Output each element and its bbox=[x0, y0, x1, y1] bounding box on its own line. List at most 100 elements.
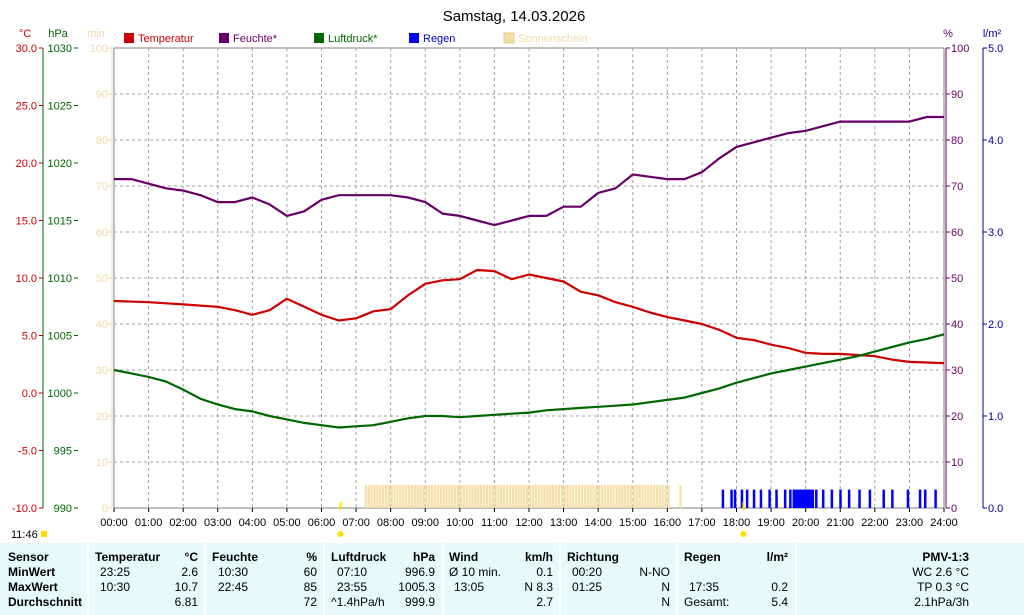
rain-bar bbox=[740, 489, 744, 508]
legend: Temperatur Feuchte* Luftdruck* Regen Son… bbox=[124, 32, 588, 45]
sun-axis-tick-label: 30 bbox=[96, 365, 108, 377]
legend-swatch-regen bbox=[409, 33, 419, 43]
pressure-axis-tick-label: 1020 bbox=[48, 158, 72, 170]
sunshine-bar bbox=[526, 485, 529, 508]
sunshine-bar bbox=[425, 485, 428, 508]
humidity-axis-tick-label: 40 bbox=[951, 319, 963, 331]
sunshine-bar bbox=[638, 485, 641, 508]
wind-unit: km/h bbox=[524, 550, 553, 564]
sunshine-bar bbox=[609, 485, 612, 508]
humidity-min-time: 10:30 bbox=[218, 565, 249, 579]
sunshine-bar bbox=[477, 485, 480, 508]
temp-axis-tick-label: 5.0 bbox=[22, 331, 37, 343]
rain-bar bbox=[858, 489, 861, 508]
rain-max-time: 17:35 bbox=[689, 580, 720, 594]
pressure-unit: hPa bbox=[412, 550, 435, 564]
row-label-sensor: Sensor bbox=[8, 550, 49, 564]
pressure-axis-tick-label: 1015 bbox=[48, 216, 72, 228]
rain-axis-tick-label: 2.0 bbox=[988, 319, 1003, 331]
sunshine-bar bbox=[428, 485, 431, 508]
sunshine-bar bbox=[618, 485, 621, 508]
row-label-min: MinWert bbox=[8, 565, 56, 579]
rain-bar bbox=[721, 489, 725, 508]
temp-axis-tick-label: 25.0 bbox=[16, 101, 37, 113]
sunshine-bar bbox=[517, 485, 520, 508]
sunshine-bar bbox=[382, 485, 385, 508]
sunshine-bar bbox=[436, 485, 439, 508]
sunshine-bar bbox=[586, 485, 589, 508]
sunshine-bar bbox=[505, 485, 509, 508]
sunshine-bar bbox=[456, 485, 460, 508]
sun-axis-tick-label: 70 bbox=[96, 181, 108, 193]
legend-label-feuchte: Feuchte* bbox=[233, 33, 278, 45]
sunshine-bar bbox=[658, 485, 661, 508]
sunshine-bar bbox=[367, 485, 370, 508]
sunshine-bar bbox=[589, 485, 592, 508]
sunshine-bar bbox=[471, 485, 474, 508]
humidity-axis-tick-label: 80 bbox=[951, 135, 963, 147]
x-tick-label: 11:00 bbox=[481, 517, 508, 529]
sun-marker-dot bbox=[740, 531, 747, 537]
rain-bar bbox=[918, 489, 922, 508]
temp-avg-value: 6.81 bbox=[174, 595, 198, 609]
sunshine-bar bbox=[635, 485, 638, 508]
axes: 00:00 01:00 02:00 03:00 04:00 05:00 06:00 07:00… bbox=[12, 43, 1003, 529]
rain-bar bbox=[839, 489, 842, 508]
sunshine-bar bbox=[465, 485, 468, 508]
legend-swatch-feuchte bbox=[219, 33, 229, 43]
rain-bar bbox=[806, 489, 810, 508]
wind-header: Wind bbox=[449, 550, 479, 564]
sunshine-bar bbox=[387, 485, 390, 508]
rain-bar bbox=[805, 489, 808, 508]
series-line-humidity bbox=[114, 115, 944, 227]
sunshine-bar bbox=[606, 485, 610, 508]
humidity-axis-tick-label: 90 bbox=[951, 89, 963, 101]
humidity-avg-value: 72 bbox=[303, 595, 317, 609]
sunshine-bar bbox=[647, 485, 650, 508]
sunshine-bar bbox=[667, 485, 670, 508]
sunshine-bar bbox=[373, 485, 376, 508]
legend-swatch-luftdruck bbox=[314, 33, 324, 43]
rain-bar bbox=[799, 489, 803, 508]
legend-swatch-sonnenschein bbox=[503, 32, 515, 44]
sunshine-bar bbox=[655, 485, 659, 508]
rain-bar bbox=[882, 489, 885, 508]
rain-bar bbox=[797, 489, 800, 508]
sunshine-bar bbox=[563, 485, 566, 508]
sunshine-bar bbox=[621, 485, 624, 508]
x-tick-label: 18:00 bbox=[723, 517, 751, 529]
pressure-trend: ^1.4hPa/h bbox=[331, 595, 385, 609]
sunshine-bar bbox=[459, 485, 463, 508]
sunshine-bar bbox=[615, 485, 618, 508]
sun-axis-unit: min bbox=[87, 28, 105, 40]
x-tick-label: 13:00 bbox=[550, 517, 578, 529]
sunshine-bar bbox=[485, 485, 488, 508]
sun-marker-tick bbox=[339, 502, 342, 510]
pressure-max-time: 23:55 bbox=[337, 580, 368, 594]
pmv-pressure-trend: 2.1hPa/3h bbox=[914, 595, 969, 609]
rain-bar bbox=[811, 489, 815, 508]
pressure-axis-tick-label: 1010 bbox=[48, 273, 72, 285]
rain-bars bbox=[721, 489, 937, 508]
sunshine-bar bbox=[393, 485, 396, 508]
rain-bar bbox=[847, 489, 851, 508]
pressure-header: Luftdruck bbox=[331, 550, 387, 564]
corner-time: 11:46 bbox=[11, 529, 38, 541]
sunshine-bar bbox=[480, 485, 483, 508]
x-tick-label: 00:00 bbox=[100, 517, 128, 529]
sunshine-bar bbox=[405, 485, 408, 508]
humidity-header: Feuchte bbox=[212, 550, 259, 564]
rain-bar bbox=[752, 489, 756, 508]
sun-marker-dot bbox=[337, 531, 344, 537]
sunshine-bar bbox=[379, 485, 382, 508]
legend-label-luftdruck: Luftdruck* bbox=[328, 33, 378, 45]
rain-bar bbox=[808, 489, 811, 508]
sunshine-bar bbox=[629, 485, 633, 508]
rain-bar bbox=[934, 489, 937, 508]
sunshine-bar bbox=[641, 485, 644, 508]
x-tick-label: 12:00 bbox=[515, 517, 543, 529]
x-tick-label: 02:00 bbox=[169, 517, 197, 529]
humidity-axis-tick-label: 0 bbox=[951, 503, 957, 515]
pressure-axis-tick-label: 1025 bbox=[48, 101, 72, 113]
temp-header: Temperatur bbox=[95, 550, 161, 564]
